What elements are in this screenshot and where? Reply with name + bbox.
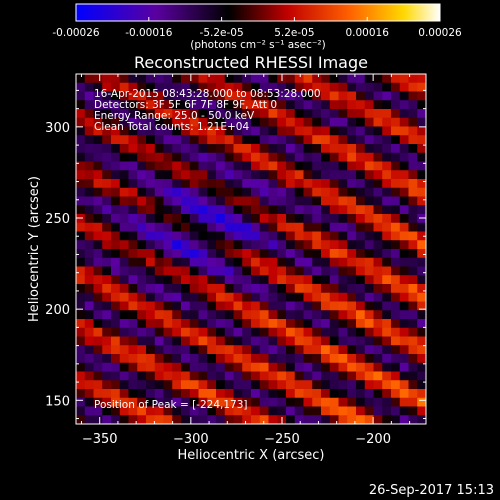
- x-tick-label: −300: [173, 432, 209, 447]
- x-tick-label: −200: [355, 432, 391, 447]
- colorbar-ticks: -0.00026 -0.00016 -5.2e-05 5.2e-05 0.00016 0.…: [52, 17, 462, 39]
- colorbar-tick-label: -0.00026: [52, 27, 100, 39]
- colorbar: [75, 3, 441, 22]
- x-axis-label: Heliocentric X (arcsec): [178, 448, 325, 463]
- info-block: 16-Apr-2015 08:43:28.000 to 08:53:28.000…: [94, 88, 321, 133]
- y-tick-label: 150: [45, 394, 70, 409]
- info-line: 16-Apr-2015 08:43:28.000 to 08:53:28.000: [94, 88, 321, 100]
- colorbar-tick-label: 0.00016: [345, 27, 389, 39]
- colorbar-tick-label: 5.2e-05: [274, 27, 314, 39]
- x-tick-label: −250: [264, 432, 300, 447]
- y-tick-label: 300: [45, 121, 70, 136]
- plot-frame: [75, 73, 427, 425]
- x-tick-label: −350: [82, 432, 118, 447]
- info-line: Energy Range: 25.0 - 50.0 keV: [94, 110, 255, 122]
- heatmap-image: [76, 74, 426, 424]
- y-tick-label: 250: [45, 212, 70, 227]
- colorbar-unit-label: (photons cm⁻² s⁻¹ asec⁻²): [190, 39, 325, 51]
- colorbar-tick-label: -5.2e-05: [200, 27, 244, 39]
- y-axis-label: Heliocentric Y (arcsec): [27, 176, 42, 322]
- y-tick-label: 200: [45, 303, 70, 318]
- info-line: Detectors: 3F 5F 6F 7F 8F 9F, Att 0: [94, 99, 277, 111]
- axis-ticks: −350 −300 −250 −200 150 200 250 300: [45, 74, 426, 447]
- plot-title: Reconstructed RHESSI Image: [134, 53, 368, 72]
- colorbar-tick-label: 0.00026: [418, 27, 462, 39]
- footer-timestamp: 26-Sep-2017 15:13: [369, 483, 494, 498]
- info-line: Clean Total counts: 1.21E+04: [94, 121, 249, 133]
- colorbar-tick-label: -0.00016: [125, 27, 173, 39]
- peak-label: Position of Peak = [-224,173]: [94, 399, 248, 411]
